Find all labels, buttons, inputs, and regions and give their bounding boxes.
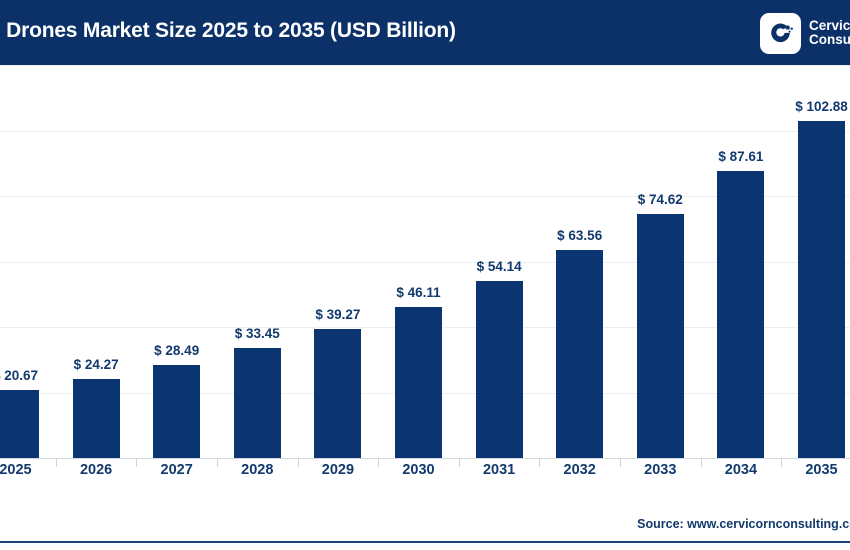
page-title: AI in Drones Market Size 2025 to 2035 (U… — [0, 19, 456, 42]
gridline — [0, 261, 850, 263]
bar-value-label-2033: $ 74.62 — [637, 191, 683, 207]
bar-2030[interactable] — [395, 306, 442, 458]
brand-logo-text: Cervicorn Consulting — [809, 19, 850, 47]
bar-value-label-2034: $ 87.61 — [718, 149, 764, 165]
bar-2032[interactable] — [556, 249, 604, 458]
x-axis-tick — [539, 459, 540, 467]
bar-2028[interactable] — [233, 348, 281, 458]
brand-logo: Cervicorn Consulting — [760, 12, 850, 54]
x-axis-tick — [378, 459, 379, 467]
x-axis-tick — [298, 459, 299, 467]
bar-2033[interactable] — [636, 213, 684, 458]
x-axis-line — [0, 458, 850, 459]
x-axis-label-2032: 2032 — [563, 462, 596, 478]
x-axis-label-2034: 2034 — [724, 462, 758, 478]
x-axis-label-2028: 2028 — [241, 462, 274, 478]
gridline — [0, 130, 850, 132]
bar-chart-plot: $ 20.67 $ 24.27 $ 28.49 $ 33.45 $ 39.27 $ 46.… — [0, 65, 850, 480]
source-attribution: Source: www.cervicornconsulting.com — [637, 517, 850, 531]
x-axis-label-2031: 2031 — [482, 462, 516, 478]
bar-value-label-2032: $ 63.56 — [557, 227, 603, 243]
bar-value-label-2026: $ 24.27 — [73, 356, 119, 372]
x-axis-label-2026: 2026 — [79, 462, 113, 478]
x-axis-label-2029: 2029 — [321, 462, 355, 478]
x-axis-tick — [217, 459, 218, 467]
chart-header: AI in Drones Market Size 2025 to 2035 (U… — [0, 0, 850, 65]
x-axis-tick — [459, 459, 460, 467]
bar-value-label-2031: $ 54.14 — [476, 258, 522, 274]
bar-value-label-2029: $ 39.27 — [315, 307, 361, 323]
brand-name-line1: Cervicorn — [809, 18, 850, 33]
gridline — [0, 196, 850, 197]
x-axis-tick — [56, 459, 57, 467]
x-axis-label-2025: 2025 — [0, 462, 32, 478]
cervicorn-logo-icon — [760, 12, 801, 54]
gridline — [0, 65, 850, 66]
x-axis-label-2033: 2033 — [644, 462, 677, 478]
x-axis-tick — [701, 459, 702, 467]
bar-2027[interactable] — [153, 364, 201, 458]
x-axis-tick — [781, 459, 782, 467]
bar-value-label-2030: $ 46.11 — [396, 284, 441, 300]
x-axis-label-2035: 2035 — [805, 462, 838, 478]
x-axis-tick — [620, 459, 621, 467]
x-axis-label-2027: 2027 — [160, 462, 193, 478]
bar-value-label-2035: $ 102.88 — [795, 99, 848, 115]
bar-value-label-2028: $ 33.45 — [234, 326, 280, 342]
bar-2025[interactable] — [0, 390, 39, 458]
bar-2031[interactable] — [475, 280, 523, 458]
bar-value-label-2027: $ 28.49 — [154, 342, 200, 358]
bar-2034[interactable] — [717, 171, 765, 458]
bar-2026[interactable] — [72, 378, 120, 458]
x-axis-tick — [136, 459, 137, 467]
bar-value-label-2025: $ 20.67 — [0, 368, 39, 384]
brand-name-line2: Consulting — [809, 32, 850, 47]
footer-divider — [0, 541, 850, 543]
bar-2035[interactable] — [798, 121, 845, 458]
bar-2029[interactable] — [314, 329, 362, 458]
x-axis-label-2030: 2030 — [402, 462, 435, 478]
